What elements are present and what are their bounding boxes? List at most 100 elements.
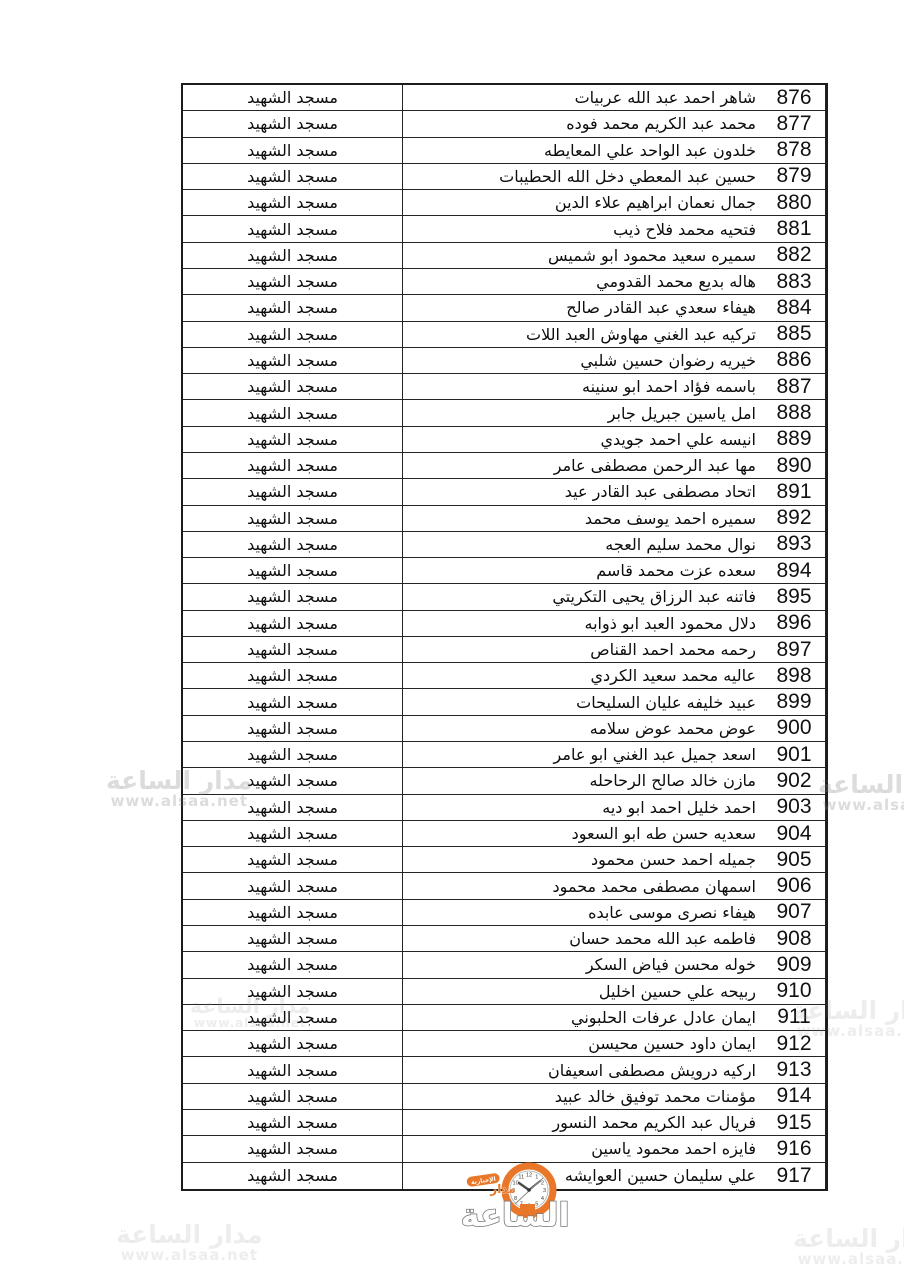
table-row: مسجد الشهيد مها عبد الرحمن مصطفى عامر 89… (183, 452, 826, 480)
table-row: مسجد الشهيد مازن خالد صالح الرحاحله 902 (183, 768, 826, 795)
mosque-cell: مسجد الشهيد (183, 1109, 403, 1136)
number-cell: 910 (763, 978, 826, 1004)
number-cell: 878 (763, 137, 826, 163)
svg-text:4: 4 (541, 1196, 544, 1202)
logo-word-main: الساعة (461, 1196, 570, 1234)
svg-text:5: 5 (535, 1201, 538, 1207)
mosque-cell: مسجد الشهيد (183, 1162, 403, 1189)
name-cell: فريال عبد الكريم محمد النسور (552, 1113, 756, 1133)
mosque-cell: مسجد الشهيد (183, 452, 403, 479)
number-cell: 915 (763, 1109, 826, 1136)
table-row: مسجد الشهيد عبيد خليفه عليان السليحات 89… (183, 689, 826, 716)
table-row: مسجد الشهيد امل ياسين جبريل جابر 888 (183, 400, 826, 427)
watermark-brand: مدار الساعة (793, 1224, 904, 1253)
mosque-cell: مسجد الشهيد (183, 268, 403, 295)
table-row: مسجد الشهيد هيفاء سعدي عبد القادر صالح 8… (183, 295, 826, 322)
number-cell: 906 (763, 873, 826, 899)
mosque-cell: مسجد الشهيد (183, 295, 403, 321)
number-cell: 882 (763, 242, 826, 268)
table-row: مسجد الشهيد ربيحه علي حسين اخليل 910 (183, 978, 826, 1005)
mosque-cell: مسجد الشهيد (183, 899, 403, 925)
number-cell: 884 (763, 295, 826, 321)
table-row: مسجد الشهيد دلال محمود العبد ابو ذوابه 8… (183, 610, 826, 637)
table-row: مسجد الشهيد سعديه حسن طه ابو السعود 904 (183, 820, 826, 848)
mosque-cell: مسجد الشهيد (183, 505, 403, 531)
number-cell: 916 (763, 1136, 826, 1162)
mosque-cell: مسجد الشهيد (183, 794, 403, 820)
mosque-cell: مسجد الشهيد (183, 400, 403, 426)
table-row: مسجد الشهيد احمد خليل احمد ابو ديه 903 (183, 794, 826, 821)
mosque-cell: مسجد الشهيد (183, 1057, 403, 1083)
name-cell: مازن خالد صالح الرحاحله (589, 771, 756, 791)
table-row: مسجد الشهيد اسعد جميل عبد الغني ابو عامر… (183, 742, 826, 769)
table-row: مسجد الشهيد تركيه عبد الغني مهاوش العبد … (183, 321, 826, 348)
mosque-cell: مسجد الشهيد (183, 111, 403, 137)
mosque-cell: مسجد الشهيد (183, 820, 403, 847)
number-cell: 877 (763, 111, 826, 137)
number-cell: 891 (763, 479, 826, 505)
mosque-cell: مسجد الشهيد (183, 216, 403, 242)
name-cell: هيفاء نصرى موسى عابده (588, 902, 756, 922)
name-cell: فتحيه محمد فلاح ذيب (613, 219, 756, 239)
logo-tab (520, 1204, 535, 1218)
number-cell: 914 (763, 1083, 826, 1109)
number-cell: 893 (763, 531, 826, 558)
name-cell: فاتنه عبد الرزاق يحيى التكريتي (552, 587, 756, 607)
mosque-cell: مسجد الشهيد (183, 952, 403, 978)
name-cell: عبيد خليفه عليان السليحات (576, 692, 756, 712)
number-cell: 894 (763, 558, 826, 584)
number-cell: 889 (763, 426, 826, 452)
number-cell: 904 (763, 820, 826, 847)
number-cell: 881 (763, 216, 826, 242)
mosque-cell: مسجد الشهيد (183, 190, 403, 216)
number-cell: 912 (763, 1031, 826, 1057)
mosque-cell: مسجد الشهيد (183, 1136, 403, 1162)
name-cell: عوض محمد عوض سلامه (589, 718, 756, 738)
mosque-cell: مسجد الشهيد (183, 978, 403, 1004)
table-row: مسجد الشهيد هاله بديع محمد القدومي 883 (183, 268, 826, 296)
table-row: مسجد الشهيد سميره سعيد محمود ابو شميس 88… (183, 242, 826, 269)
name-cell: هاله بديع محمد القدومي (596, 272, 756, 292)
number-cell: 917 (763, 1162, 826, 1189)
mosque-cell: مسجد الشهيد (183, 873, 403, 899)
number-cell: 885 (763, 321, 826, 347)
mosque-cell: مسجد الشهيد (183, 1031, 403, 1057)
martyrs-list-table: مسجد الشهيد شاهر احمد عبد الله عربيات 87… (181, 83, 828, 1191)
watermark-brand: مدار الساعة (818, 770, 904, 799)
name-cell: اتحاد مصطفى عبد القادر عيد (564, 482, 756, 502)
number-cell: 895 (763, 584, 826, 610)
name-cell: دلال محمود العبد ابو ذوابه (584, 613, 756, 633)
name-cell: محمد عبد الكريم محمد فوده (566, 114, 756, 134)
number-cell: 887 (763, 374, 826, 400)
table-row: مسجد الشهيد ايمان عادل عرفات الحلبوني 91… (183, 1004, 826, 1032)
mosque-cell: مسجد الشهيد (183, 242, 403, 268)
number-cell: 892 (763, 505, 826, 531)
number-cell: 900 (763, 715, 826, 742)
name-cell: حسين عبد المعطي دخل الله الحطيبات (499, 166, 756, 186)
number-cell: 898 (763, 663, 826, 689)
table-row: مسجد الشهيد مؤمنات محمد توفيق خالد عبيد … (183, 1083, 826, 1110)
number-cell: 908 (763, 926, 826, 952)
table-row: مسجد الشهيد سميره احمد يوسف محمد 892 (183, 505, 826, 532)
mosque-cell: مسجد الشهيد (183, 636, 403, 663)
mosque-cell: مسجد الشهيد (183, 321, 403, 347)
number-cell: 903 (763, 794, 826, 820)
number-cell: 883 (763, 268, 826, 295)
mosque-cell: مسجد الشهيد (183, 926, 403, 952)
table-row: مسجد الشهيد شاهر احمد عبد الله عربيات 87… (183, 85, 826, 112)
table-row: مسجد الشهيد خوله محسن فياض السكر 909 (183, 952, 826, 979)
name-cell: احمد خليل احمد ابو ديه (602, 797, 756, 817)
table-row: مسجد الشهيد فايزه احمد محمود ياسين 916 (183, 1136, 826, 1163)
name-cell: جميله احمد حسن محمود (591, 850, 756, 870)
table-row: مسجد الشهيد ايمان داود حسين محيسن 912 (183, 1031, 826, 1058)
mosque-cell: مسجد الشهيد (183, 479, 403, 505)
name-cell: خيريه رضوان حسين شلبي (580, 350, 756, 370)
number-cell: 890 (763, 452, 826, 479)
mosque-cell: مسجد الشهيد (183, 531, 403, 558)
table-row: مسجد الشهيد جميله احمد حسن محمود 905 (183, 847, 826, 874)
mosque-cell: مسجد الشهيد (183, 347, 403, 374)
svg-text:7: 7 (520, 1201, 523, 1207)
number-cell: 902 (763, 768, 826, 794)
mosque-cell: مسجد الشهيد (183, 742, 403, 768)
